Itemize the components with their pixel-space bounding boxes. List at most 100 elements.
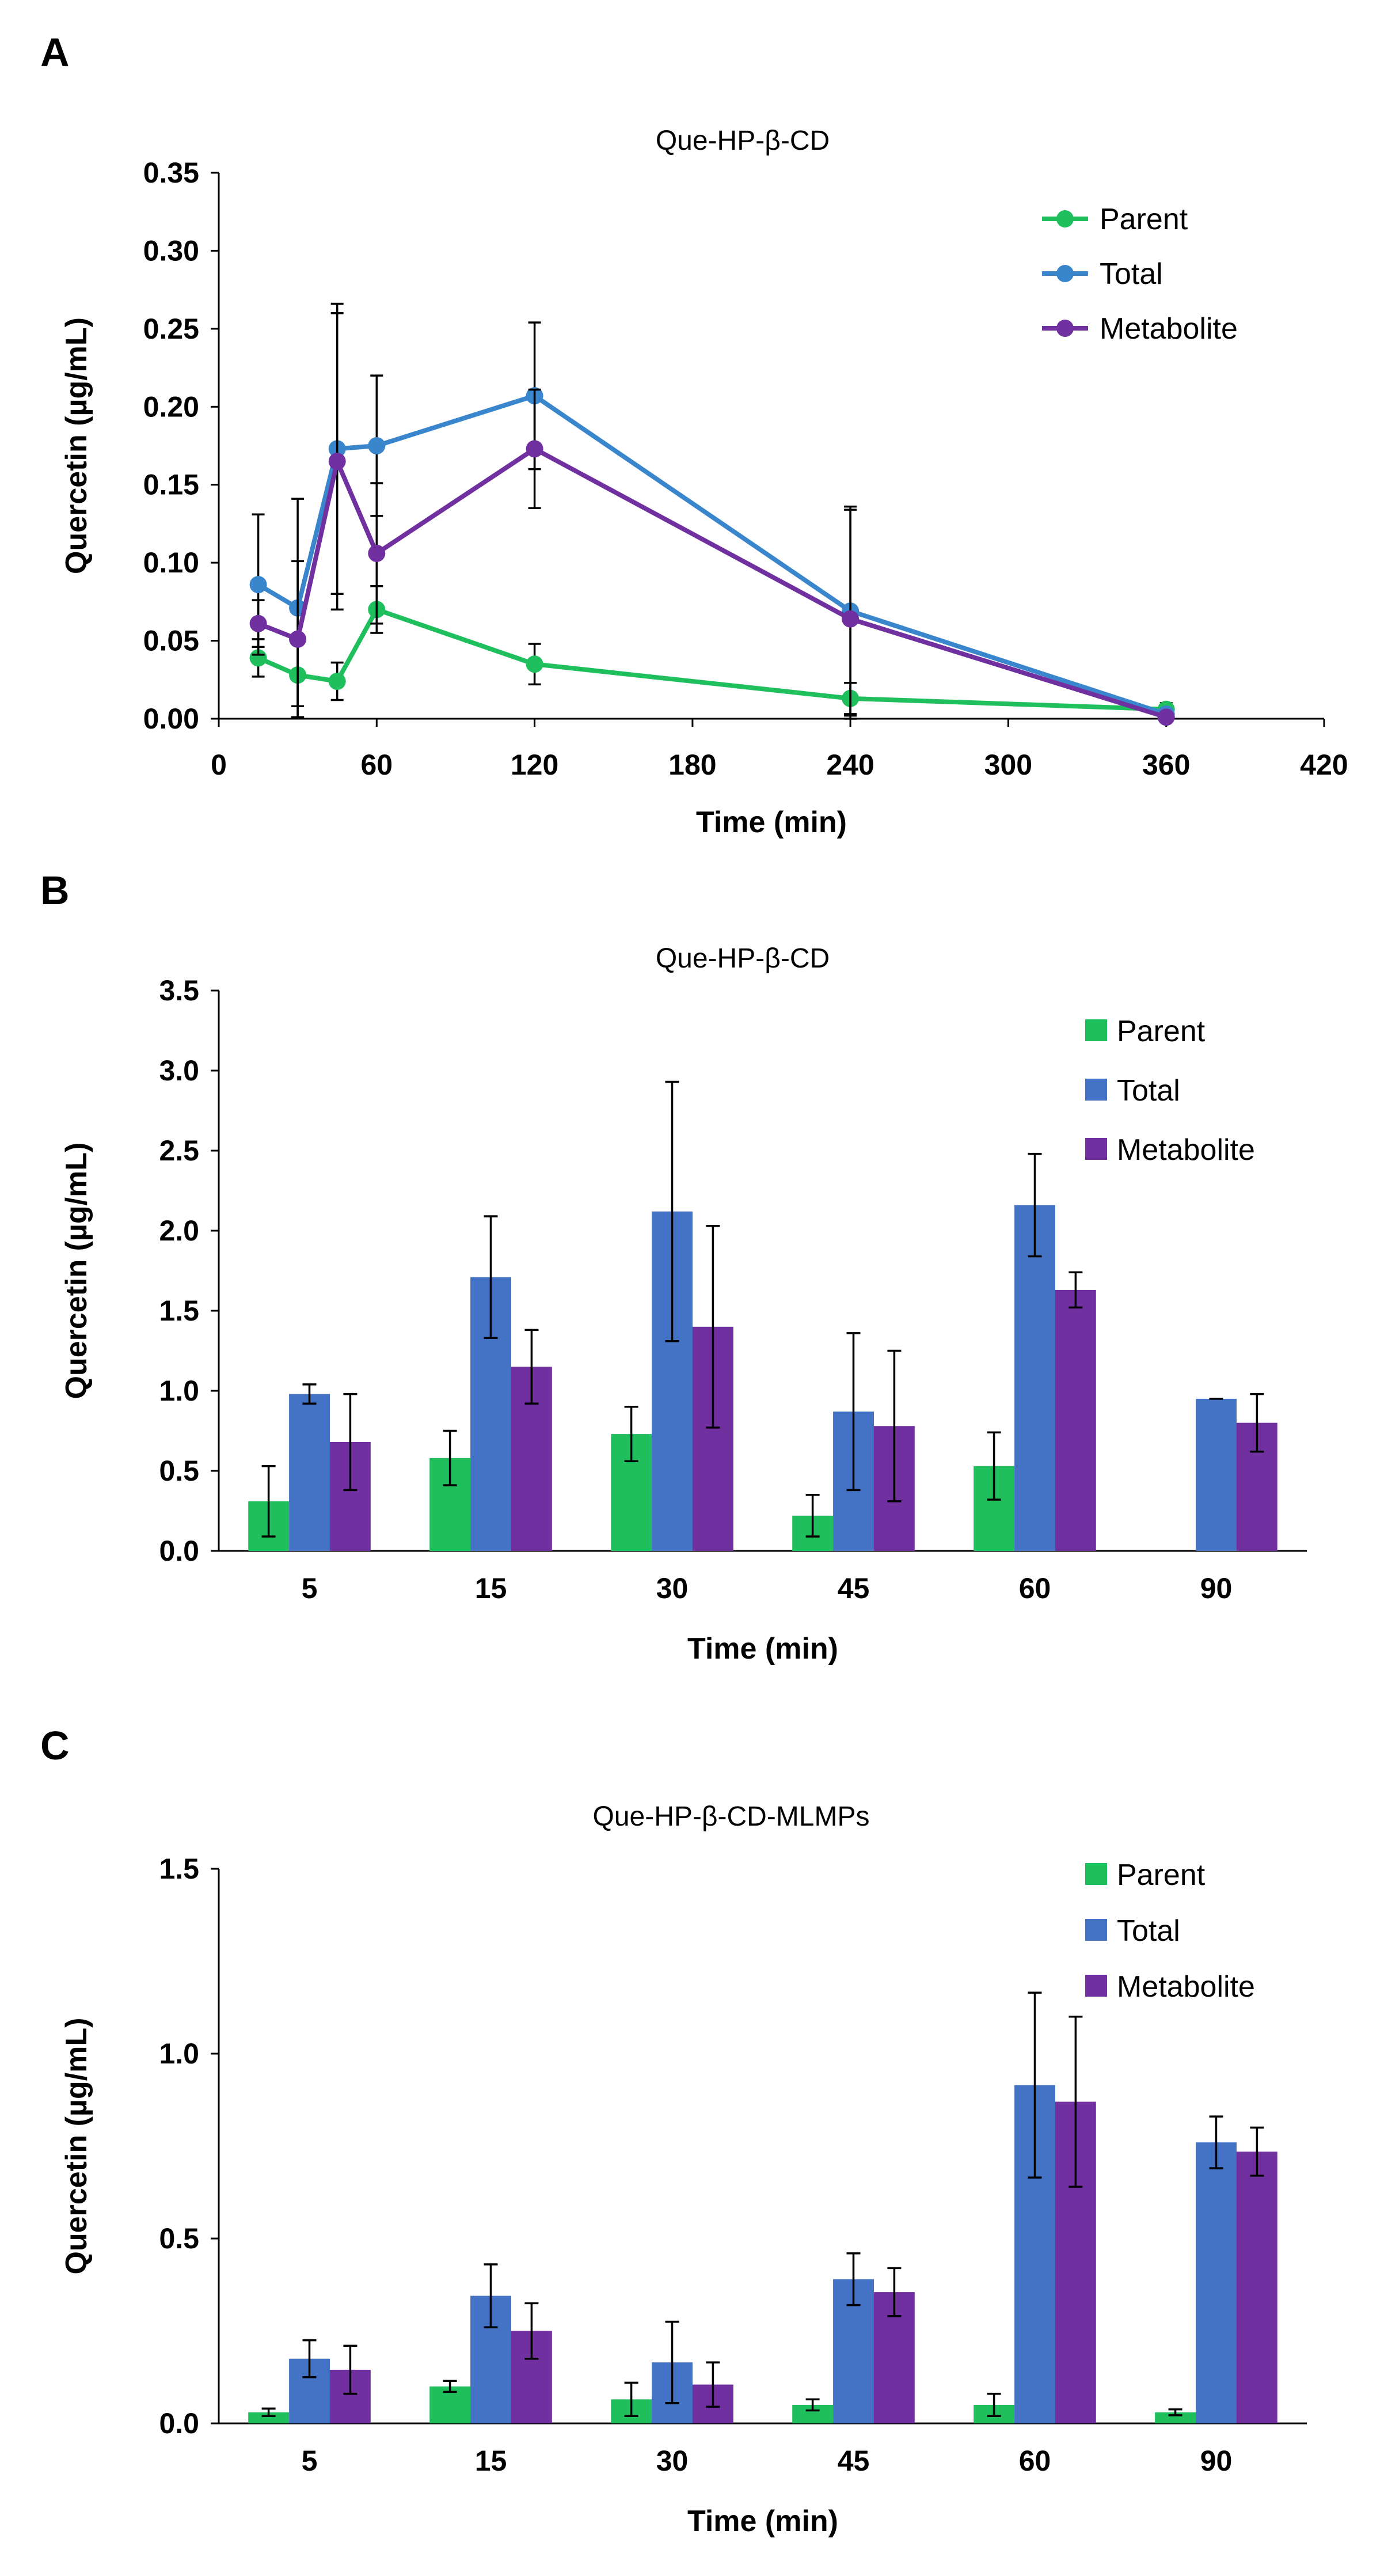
error-bar [302,2339,317,2378]
error-bar [343,1393,358,1492]
bar-metabolite [1055,1289,1096,1551]
y-axis-title: Quercetin (µg/mL) [60,2018,93,2275]
x-tick-label: 45 [838,1572,870,1604]
data-point [289,630,307,648]
panel-letter: C [40,1723,70,1768]
legend-label-parent: Parent [1117,1015,1206,1048]
series-metabolite [329,1224,1277,1551]
error-bar [805,2398,820,2412]
error-bar [987,2392,1001,2417]
x-tick-label: 90 [1200,1572,1233,1604]
y-tick-label: 0.00 [143,703,199,735]
data-point [249,649,267,667]
y-tick-label: 1.0 [159,2038,199,2070]
legend-marker-metabolite [1056,320,1074,337]
y-tick-label: 3.5 [159,974,199,1007]
error-bar [1028,1991,1042,2179]
x-tick-label: 30 [656,2445,689,2477]
error-bar [887,1349,902,1503]
x-tick-label: 120 [511,749,558,781]
series-total [249,302,1175,723]
x-axis-title: Time (min) [687,1632,838,1666]
x-tick-label: 15 [475,2445,507,2477]
data-point [526,440,543,458]
legend-label-total: Total [1117,1074,1180,1107]
y-tick-label: 1.5 [159,1853,199,1885]
chart-panel-a: A Que-HP-β-CD 0.00 0.05 0.10 0.15 0.20 0.25 0.30… [40,30,1348,839]
series-parent [249,585,1175,718]
chart-title: Que-HP-β-CD [656,126,830,156]
x-tick-label: 30 [656,1572,689,1604]
bar-parent [1155,2412,1196,2423]
y-tick-label: 0.0 [159,2407,199,2440]
error-bar [1250,1393,1264,1453]
x-tick-label: 300 [984,749,1032,781]
x-tick-label: 45 [838,2445,870,2477]
series-total [289,1080,1237,1551]
bar-total [1196,2142,1237,2423]
error-bar [1168,2408,1182,2416]
chart-title: Que-HP-β-CD-MLMPs [593,1801,870,1832]
error-bar [524,2302,539,2360]
x-tick-label: 15 [475,1572,507,1604]
legend-label-parent: Parent [1100,203,1188,236]
error-bar [261,1465,276,1538]
legend-swatch-metabolite [1085,1975,1107,1997]
legend-swatch-parent [1085,1863,1107,1885]
x-tick-label: 180 [668,749,716,781]
data-point [368,437,386,454]
error-bar [484,1215,498,1340]
x-tick-label: 60 [1019,2445,1051,2477]
error-bar [624,2381,638,2417]
legend-marker-total [1056,265,1074,282]
series-line-total [257,393,1167,716]
chart-panel-b: B Que-HP-β-CD 0.0 0.5 1.0 1.5 2.0 2.5 3.0 3.5 Quer… [40,868,1307,1666]
error-bar [1068,2016,1083,2188]
series-line-parent [257,607,1166,712]
legend-label-metabolite: Metabolite [1100,312,1238,346]
x-tick-label: 240 [826,749,874,781]
chart-title: Que-HP-β-CD [656,943,830,974]
y-tick-label: 0.5 [159,2222,199,2255]
y-tick-label: 1.5 [159,1295,199,1327]
y-tick-label: 0.15 [143,469,199,501]
y-axis-title: Quercetin (µg/mL) [60,1143,93,1399]
y-tick-label: 0.10 [143,547,199,579]
y-tick-label: 3.0 [159,1054,199,1087]
error-bar [1209,2115,1223,2169]
data-point [249,576,267,594]
data-point [368,544,386,562]
legend-marker-parent [1056,210,1074,227]
error-bar [343,2344,358,2395]
y-tick-label: 0.20 [143,390,199,423]
y-tick-label: 0.0 [159,1535,199,1567]
error-bar [1068,1271,1083,1309]
error-bar [665,2320,679,2404]
x-tick-label: 5 [302,2445,318,2477]
y-tick-label: 0.25 [143,313,199,345]
x-axis-title: Time (min) [696,806,847,839]
error-bar [524,1329,539,1405]
data-point [328,673,346,690]
chart-panel-c: C Que-HP-β-CD-MLMPs 0.0 0.5 1.0 1.5 Quercetin … [40,1723,1307,2538]
legend-swatch-parent [1085,1019,1107,1041]
bar-parent [248,2412,290,2423]
error-bar [484,2263,498,2328]
error-bar [1250,2126,1264,2177]
error-bar [302,1383,317,1405]
x-axis-title: Time (min) [687,2505,838,2538]
panel-letter: A [40,30,70,75]
legend-swatch-total [1085,1079,1107,1101]
error-bar [261,2407,276,2417]
error-bar [846,2252,861,2306]
bar-total [1196,1398,1237,1551]
data-point [526,655,543,673]
y-tick-label: 0.05 [143,625,199,657]
x-tick-label: 5 [302,1572,318,1604]
y-tick-label: 0.35 [143,157,199,189]
data-point [328,453,346,471]
error-bar [805,1493,820,1538]
y-tick-label: 1.0 [159,1375,199,1407]
error-bar [443,1429,457,1486]
error-bar [624,1406,638,1463]
